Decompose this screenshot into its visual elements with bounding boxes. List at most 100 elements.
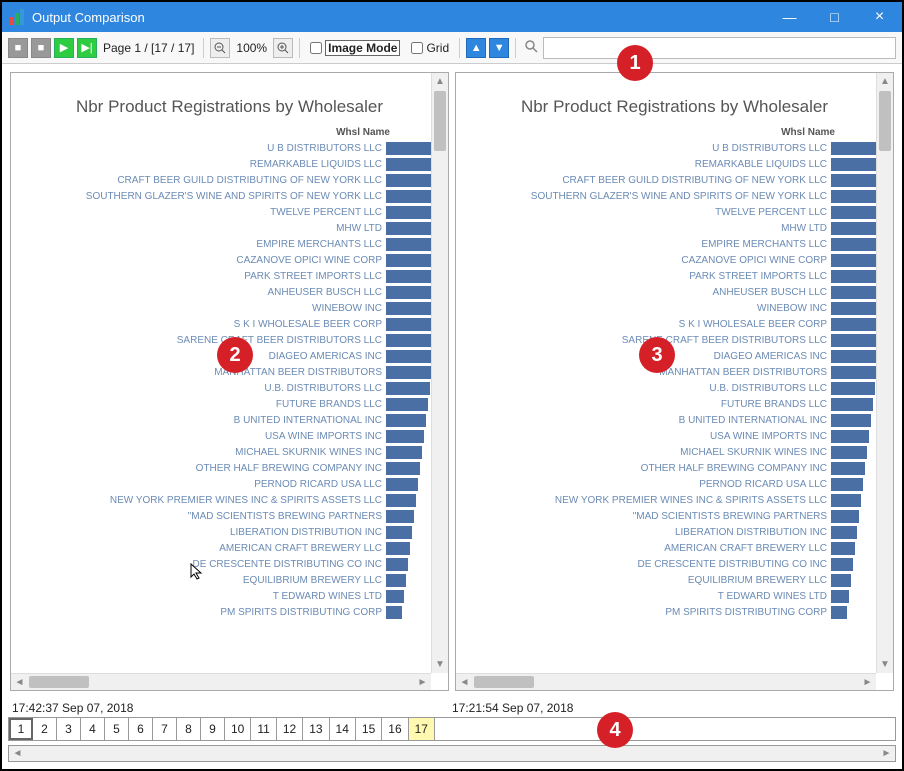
maximize-button[interactable]: □	[812, 2, 857, 32]
horizontal-scrollbar[interactable]: ◄ ►	[11, 673, 431, 690]
minimize-button[interactable]: —	[767, 2, 812, 32]
page-tab[interactable]: 15	[356, 718, 382, 740]
main-area: Nbr Product Registrations by Wholesaler …	[2, 64, 902, 699]
page-tab[interactable]: 17	[409, 718, 435, 740]
vertical-scrollbar[interactable]: ▲ ▼	[876, 73, 893, 673]
page-tab[interactable]: 11	[251, 718, 276, 740]
row-bar	[831, 350, 879, 363]
move-up-button[interactable]: ▲	[466, 38, 486, 58]
search-input[interactable]	[543, 37, 896, 59]
chart-row: PM SPIRITS DISTRIBUTING CORP	[456, 604, 887, 620]
chart-rows: U B DISTRIBUTORS LLCREMARKABLE LIQUIDS L…	[11, 140, 448, 620]
move-down-button[interactable]: ▼	[489, 38, 509, 58]
row-bar	[386, 318, 437, 331]
chart-title: Nbr Product Registrations by Wholesaler	[456, 97, 893, 117]
grid-checkbox[interactable]: Grid	[407, 41, 453, 55]
row-bar	[831, 494, 861, 507]
scroll-left-icon[interactable]: ◄	[11, 674, 28, 690]
page-tab[interactable]: 5	[105, 718, 129, 740]
scroll-right-icon[interactable]: ►	[859, 674, 876, 690]
chart-row: SOUTHERN GLAZER'S WINE AND SPIRITS OF NE…	[456, 188, 887, 204]
zoom-out-button[interactable]	[210, 38, 230, 58]
bottom-scrollbar[interactable]: ◄ ►	[8, 745, 896, 762]
scroll-thumb[interactable]	[474, 676, 534, 688]
row-bar	[831, 366, 877, 379]
row-label: PM SPIRITS DISTRIBUTING CORP	[456, 607, 831, 618]
scroll-left-icon[interactable]: ◄	[456, 674, 473, 690]
page-tab[interactable]: 9	[201, 718, 225, 740]
scroll-right-icon[interactable]: ►	[414, 674, 431, 690]
row-label: REMARKABLE LIQUIDS LLC	[11, 159, 386, 170]
prev-gray-button[interactable]: ■	[8, 38, 28, 58]
chart-row: EQUILIBRIUM BREWERY LLC	[11, 572, 442, 588]
page-tab[interactable]: 14	[330, 718, 356, 740]
scroll-down-icon[interactable]: ▼	[432, 656, 448, 673]
row-bar	[831, 382, 875, 395]
row-label: "MAD SCIENTISTS BREWING PARTNERS	[11, 511, 386, 522]
row-label: DE CRESCENTE DISTRIBUTING CO INC	[456, 559, 831, 570]
scroll-left-icon[interactable]: ◄	[9, 746, 26, 761]
row-bar	[386, 558, 408, 571]
horizontal-scrollbar[interactable]: ◄ ►	[456, 673, 876, 690]
row-bar	[386, 398, 428, 411]
scroll-thumb[interactable]	[29, 676, 89, 688]
scroll-thumb[interactable]	[434, 91, 446, 151]
row-label: LIBERATION DISTRIBUTION INC	[456, 527, 831, 538]
chart-row: MHW LTD	[456, 220, 887, 236]
page-tab[interactable]: 3	[57, 718, 81, 740]
vertical-scrollbar[interactable]: ▲ ▼	[431, 73, 448, 673]
page-tab[interactable]: 1	[9, 718, 33, 740]
image-mode-checkbox[interactable]: Image Mode	[306, 40, 404, 56]
page-tab[interactable]: 7	[153, 718, 177, 740]
chart-row: SOUTHERN GLAZER'S WINE AND SPIRITS OF NE…	[11, 188, 442, 204]
page-tab[interactable]: 16	[382, 718, 408, 740]
row-bar	[831, 526, 857, 539]
titlebar: Output Comparison — □ ×	[2, 2, 902, 32]
prev-gray-button-2[interactable]: ■	[31, 38, 51, 58]
page-tab[interactable]: 8	[177, 718, 201, 740]
chart-row: U.B. DISTRIBUTORS LLC	[11, 380, 442, 396]
row-label: NEW YORK PREMIER WINES INC & SPIRITS ASS…	[456, 495, 831, 506]
chart-row: WINEBOW INC	[11, 300, 442, 316]
page-tab[interactable]: 13	[303, 718, 329, 740]
end-button[interactable]: ▶|	[77, 38, 97, 58]
scroll-up-icon[interactable]: ▲	[877, 73, 893, 90]
page-tab[interactable]: 10	[225, 718, 251, 740]
scroll-right-icon[interactable]: ►	[878, 746, 895, 761]
scroll-down-icon[interactable]: ▼	[877, 656, 893, 673]
row-label: EQUILIBRIUM BREWERY LLC	[11, 575, 386, 586]
page-tab[interactable]: 6	[129, 718, 153, 740]
footer: 17:42:37 Sep 07, 2018 17:21:54 Sep 07, 2…	[2, 699, 902, 769]
page-tab[interactable]: 12	[277, 718, 303, 740]
close-button[interactable]: ×	[857, 2, 902, 32]
play-button[interactable]: ▶	[54, 38, 74, 58]
right-chart: Nbr Product Registrations by Wholesaler …	[456, 73, 893, 690]
page-tab[interactable]: 2	[33, 718, 57, 740]
annotation-badge-3: 3	[639, 337, 675, 373]
page-tab[interactable]: 4	[81, 718, 105, 740]
row-label: DE CRESCENTE DISTRIBUTING CO INC	[11, 559, 386, 570]
row-bar	[386, 430, 424, 443]
chart-row: EMPIRE MERCHANTS LLC	[11, 236, 442, 252]
chart-row: EMPIRE MERCHANTS LLC	[456, 236, 887, 252]
chart-row: AMERICAN CRAFT BREWERY LLC	[456, 540, 887, 556]
chart-row: B UNITED INTERNATIONAL INC	[11, 412, 442, 428]
search-icon	[522, 39, 540, 56]
chart-row: PERNOD RICARD USA LLC	[456, 476, 887, 492]
row-bar	[831, 334, 881, 347]
chart-row: PERNOD RICARD USA LLC	[11, 476, 442, 492]
chart-row: NEW YORK PREMIER WINES INC & SPIRITS ASS…	[11, 492, 442, 508]
window-controls: — □ ×	[767, 2, 902, 32]
scroll-thumb[interactable]	[879, 91, 891, 151]
chart-row: S K I WHOLESALE BEER CORP	[11, 316, 442, 332]
scroll-up-icon[interactable]: ▲	[432, 73, 448, 90]
chart-rows: U B DISTRIBUTORS LLCREMARKABLE LIQUIDS L…	[456, 140, 893, 620]
row-bar	[831, 558, 853, 571]
row-label: REMARKABLE LIQUIDS LLC	[456, 159, 831, 170]
row-bar	[831, 398, 873, 411]
left-pane: Nbr Product Registrations by Wholesaler …	[10, 72, 449, 691]
zoom-in-button[interactable]	[273, 38, 293, 58]
row-label: USA WINE IMPORTS INC	[456, 431, 831, 442]
chart-row: EQUILIBRIUM BREWERY LLC	[456, 572, 887, 588]
app-icon	[10, 9, 26, 25]
